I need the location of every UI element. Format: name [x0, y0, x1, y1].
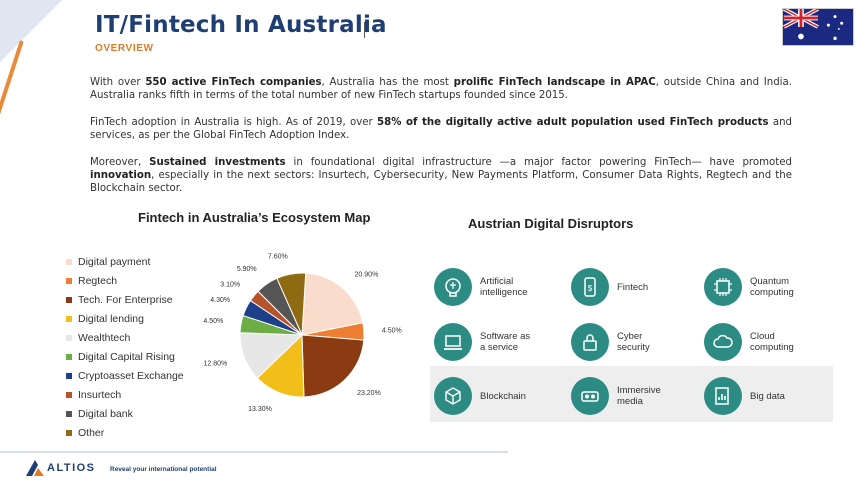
cloud-icon	[704, 323, 742, 361]
legend-swatch	[66, 277, 72, 284]
legend-swatch	[66, 258, 72, 265]
svg-text:$: $	[588, 284, 593, 293]
legend-swatch	[66, 392, 72, 399]
disruptor-label: Software as a service	[480, 331, 531, 353]
logo-text: ALTIOS	[47, 462, 96, 474]
corner-decoration	[0, 0, 62, 62]
legend-item: Wealthtech	[66, 328, 184, 347]
disruptors-grid: Artificial intelligence $ Fintech Quantum c…	[430, 258, 833, 422]
legend-swatch	[66, 430, 72, 437]
disruptor-label: Blockchain	[480, 390, 526, 402]
quantum-chip-icon	[704, 268, 742, 306]
cyber-lock-icon	[571, 323, 609, 361]
fintech-phone-icon: $	[571, 268, 609, 306]
chart-title: Fintech in Australia’s Ecosystem Map	[138, 210, 371, 225]
pie-value-label: 13.30%	[248, 406, 272, 413]
legend-swatch	[66, 296, 72, 303]
disruptor-label: Fintech	[617, 281, 649, 293]
footer-tagline: Reveal your international potential	[110, 466, 217, 473]
pie-slice	[301, 272, 364, 336]
legend-item: Cryptoasset Exchange	[66, 367, 184, 386]
investment-paragraph: Moreover, Sustained investments in found…	[90, 157, 792, 194]
legend-label: Other	[78, 427, 105, 440]
immersive-media-icon	[571, 377, 609, 415]
disruptor-label: Cyber security	[617, 331, 650, 353]
legend-label: Regtech	[78, 274, 118, 287]
pie-value-label: 3.10%	[220, 281, 240, 288]
legend-item: Digital bank	[66, 405, 184, 424]
intro-paragraph: With over 550 active FinTech companies, …	[90, 77, 792, 101]
disruptor-item: Quantum computing	[704, 265, 794, 309]
altios-logo-icon	[26, 460, 44, 476]
disruptor-label: Quantum computing	[750, 276, 794, 298]
pie-value-label: 4.50%	[203, 318, 223, 325]
legend-swatch	[66, 411, 72, 418]
pie-value-label: 4.30%	[210, 297, 230, 304]
disruptor-item: Software as a service	[434, 320, 530, 364]
legend-swatch	[66, 334, 72, 341]
pie-value-label: 4.50%	[382, 327, 402, 334]
legend-label: Digital payment	[78, 255, 151, 268]
disruptor-label: Big data	[750, 390, 785, 402]
disruptor-item: Cyber security	[571, 320, 650, 364]
legend-swatch	[66, 354, 72, 361]
legend-label: Tech. For Enterprise	[78, 293, 173, 306]
disruptor-item: Artificial intelligence	[434, 265, 528, 309]
disruptor-item: Cloud computing	[704, 320, 794, 364]
legend-item: Digital lending	[66, 309, 184, 328]
pie-value-label: 12.80%	[204, 361, 228, 368]
disruptor-item: Big data	[704, 374, 785, 418]
pie-slice	[276, 272, 307, 336]
altios-logo: ALTIOS	[26, 460, 96, 476]
legend-label: Digital lending	[78, 312, 144, 325]
disruptor-label: Artificial intelligence	[480, 276, 528, 298]
disruptor-label: Cloud computing	[750, 331, 794, 353]
disruptors-title: Austrian Digital Disruptors	[468, 216, 634, 231]
legend-label: Insurtech	[78, 389, 122, 402]
pie-value-label: 23.20%	[357, 390, 381, 397]
blockchain-cube-icon	[434, 377, 472, 415]
chart-legend: Digital payment Regtech Tech. For Enterpri…	[66, 252, 184, 443]
page-subtitle: OVERVIEW	[95, 43, 154, 54]
text-cursor	[364, 22, 365, 38]
pie-value-label: 7.60%	[268, 253, 288, 260]
legend-item: Regtech	[66, 271, 184, 290]
page-title: IT/Fintech In Australia	[95, 12, 387, 38]
legend-item: Insurtech	[66, 386, 184, 405]
grid-highlight-row	[430, 366, 833, 422]
pie-chart: 20.90% 4.50% 23.20% 13.30% 12.80% 4.50% 4.30% 3…	[190, 250, 430, 420]
legend-swatch	[66, 373, 72, 380]
big-data-icon	[704, 377, 742, 415]
australia-flag-icon	[782, 8, 854, 46]
pie-value-label: 5.90%	[237, 266, 257, 273]
legend-item: Digital payment	[66, 252, 184, 271]
legend-swatch	[66, 315, 72, 322]
footer-divider	[0, 451, 508, 453]
legend-item: Digital Capital Rising	[66, 347, 184, 366]
pie-slice	[301, 334, 365, 398]
disruptor-item: $ Fintech	[571, 265, 648, 309]
ai-brain-icon	[434, 268, 472, 306]
legend-label: Digital Capital Rising	[78, 351, 175, 364]
disruptor-label: Immersive media	[617, 385, 661, 407]
disruptor-item: Immersive media	[571, 374, 661, 418]
legend-label: Cryptoasset Exchange	[78, 370, 184, 383]
legend-item: Other	[66, 424, 184, 443]
disruptor-item: Blockchain	[434, 374, 526, 418]
pie-value-label: 20.90%	[355, 272, 379, 279]
saas-laptop-icon	[434, 323, 472, 361]
legend-item: Tech. For Enterprise	[66, 290, 184, 309]
legend-label: Digital bank	[78, 408, 133, 421]
legend-label: Wealthtech	[78, 331, 131, 344]
adoption-paragraph: FinTech adoption in Australia is high. A…	[90, 117, 793, 141]
